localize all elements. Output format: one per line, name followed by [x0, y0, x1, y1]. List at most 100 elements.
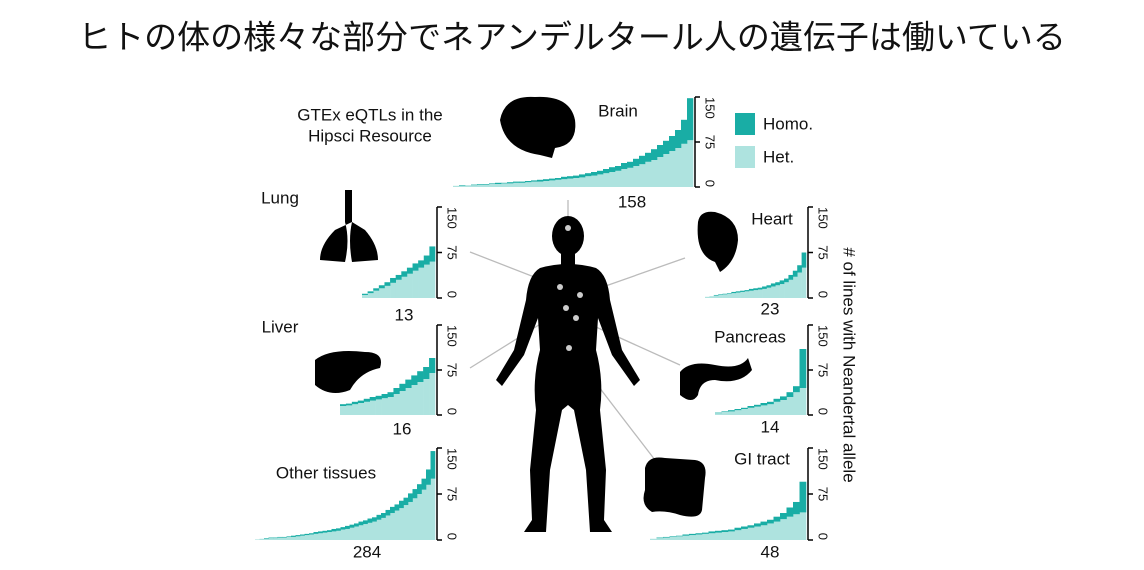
- bar-segment: [728, 411, 735, 415]
- bar-segment: [369, 397, 376, 401]
- legend-swatch: [735, 146, 755, 168]
- bar-segment: [378, 285, 385, 289]
- bar-segment: [645, 152, 652, 162]
- bar-segment: [393, 394, 400, 415]
- bar-segment: [349, 524, 355, 528]
- y-tick-label: 75: [445, 363, 460, 377]
- bar-segment: [627, 161, 634, 168]
- bar-segment: [357, 403, 365, 415]
- bar-segment: [322, 530, 328, 533]
- bar-segment: [767, 401, 774, 405]
- bar-segment: [741, 407, 748, 409]
- bar-segment: [519, 182, 526, 187]
- bar-segment: [747, 525, 755, 528]
- bar-segment: [259, 538, 265, 540]
- y-tick-label: 0: [703, 180, 718, 187]
- bar-segment: [399, 391, 406, 415]
- bar-segment: [740, 291, 745, 298]
- bar-segment: [721, 411, 729, 412]
- bar-segment: [417, 382, 424, 415]
- bar-segment: [489, 183, 496, 184]
- bar-segment: [754, 404, 761, 407]
- bar-segment: [264, 538, 269, 540]
- bar-segment: [394, 510, 400, 540]
- bar-segment: [786, 397, 794, 415]
- bar-segment: [715, 412, 722, 414]
- bar-segment: [327, 532, 332, 540]
- bar-segment: [381, 513, 386, 518]
- bar-segment: [300, 534, 305, 536]
- bar-segment: [421, 489, 427, 540]
- bar-segment: [784, 282, 789, 298]
- bar-segment: [381, 394, 388, 399]
- bar-segment: [375, 395, 382, 400]
- bar-segment: [304, 533, 310, 536]
- bar-segment: [656, 537, 664, 539]
- bar-segment: [295, 536, 301, 540]
- bar-segment: [390, 282, 396, 298]
- bar-segment: [757, 289, 763, 298]
- bar-segment: [471, 185, 478, 187]
- bar-segment: [411, 375, 418, 385]
- bar-segment: [495, 182, 502, 184]
- bar-segment: [349, 527, 355, 540]
- bar-segment: [748, 290, 754, 298]
- bar-segment: [376, 519, 382, 540]
- bar-segment: [417, 371, 424, 382]
- y-tick-label: 150: [445, 448, 460, 470]
- bar-segment: [792, 276, 798, 298]
- bar-segment: [418, 260, 425, 268]
- bar-segment: [753, 290, 758, 298]
- bar-segment: [579, 177, 586, 187]
- bar-segment: [513, 181, 520, 183]
- bar-segment: [797, 265, 802, 273]
- bar-segment: [633, 158, 640, 166]
- legend-label: Homo.: [763, 114, 813, 133]
- bar-segment: [713, 295, 719, 298]
- bar-segment: [773, 401, 781, 415]
- bar-segment: [369, 400, 376, 415]
- bar-segment: [621, 169, 628, 187]
- bar-segment: [367, 293, 374, 298]
- bar-segment: [358, 525, 364, 540]
- bar-segment: [639, 155, 646, 165]
- bar-segment: [715, 413, 722, 415]
- bar-segment: [695, 533, 703, 535]
- bar-segment: [412, 498, 418, 540]
- bar-segment: [747, 527, 755, 540]
- bar-segment: [429, 358, 436, 373]
- bar-segment: [313, 532, 319, 534]
- bar-segment: [651, 149, 658, 160]
- bar-segment: [412, 263, 419, 271]
- y-tick-label: 150: [445, 325, 460, 347]
- bar-segment: [381, 517, 386, 540]
- bar-segment: [354, 523, 359, 527]
- bar-segment: [417, 494, 422, 540]
- bar-segment: [579, 174, 586, 178]
- bar-segment: [754, 526, 761, 540]
- count-label: 158: [618, 192, 646, 211]
- bar-segment: [715, 532, 722, 540]
- bar-segment: [801, 252, 807, 268]
- panel-title: Heart: [751, 209, 793, 228]
- bar-segment: [399, 508, 404, 540]
- bar-segment: [687, 98, 694, 141]
- bar-segment: [555, 179, 562, 187]
- bar-segment: [567, 178, 574, 187]
- slide-title: ヒトの体の様々な部分でネアンデルタール人の遺伝子は働いている: [78, 19, 1066, 56]
- bar-segment: [403, 505, 409, 540]
- bar-segment: [748, 288, 754, 291]
- bar-segment: [264, 538, 269, 539]
- bar-segment: [753, 288, 758, 291]
- bar-segment: [543, 181, 550, 187]
- bar-segment: [495, 184, 502, 187]
- bar-segment: [801, 267, 807, 298]
- bar-segment: [340, 406, 347, 415]
- y-tick-label: 75: [816, 363, 831, 377]
- bar-segment: [362, 293, 368, 295]
- count-label: 284: [353, 542, 381, 561]
- bar-segment: [721, 532, 729, 540]
- bar-segment: [747, 407, 755, 415]
- bar-segment: [722, 294, 728, 298]
- bar-segment: [603, 173, 610, 187]
